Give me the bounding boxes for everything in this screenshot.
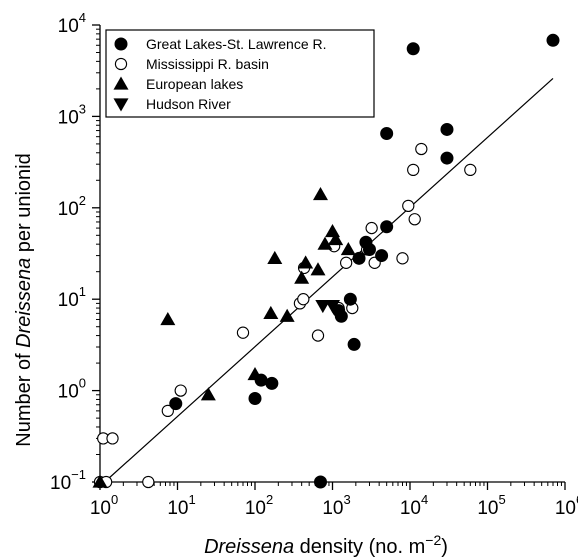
legend-marker (113, 98, 129, 112)
data-point (297, 293, 310, 306)
data-point (294, 270, 310, 284)
data-point (267, 250, 283, 264)
y-axis-title: Number of Dreissena per unionid (13, 153, 35, 447)
data-point (408, 213, 421, 226)
data-point (464, 163, 477, 177)
data-point (340, 241, 356, 256)
legend-label: Hudson River (146, 96, 231, 112)
data-point (310, 262, 326, 276)
x-tick-label: 103 (322, 492, 350, 519)
x-tick-label: 104 (400, 492, 428, 519)
data-points (92, 33, 560, 489)
data-point (92, 474, 108, 488)
data-point (236, 326, 250, 339)
data-point (200, 387, 216, 401)
legend-marker (113, 76, 129, 90)
data-point (263, 305, 279, 319)
y-tick-label: 101 (58, 284, 86, 311)
x-tick-label: 100 (90, 492, 118, 519)
data-point (161, 404, 174, 418)
legend-label: European lakes (146, 76, 243, 92)
legend-marker (114, 57, 128, 71)
data-point (396, 252, 409, 265)
data-point (313, 475, 327, 489)
regression-line (104, 78, 554, 483)
data-point (265, 376, 279, 390)
x-tick-label: 105 (477, 492, 505, 519)
data-point (546, 33, 560, 47)
x-tick-label: 102 (245, 492, 273, 519)
legend-marker (114, 37, 128, 51)
data-point (352, 251, 366, 265)
data-point (334, 309, 348, 323)
data-point (402, 199, 415, 213)
data-point (311, 329, 325, 342)
data-point (362, 242, 376, 256)
data-point (440, 122, 454, 136)
data-point (312, 186, 328, 201)
data-point (415, 142, 428, 156)
data-point (174, 384, 187, 397)
x-tick-label: 106 (555, 492, 578, 519)
x-axis-title: Dreissena density (no. m−2) (204, 532, 448, 558)
data-point (169, 397, 183, 411)
data-point (317, 236, 333, 250)
data-point (380, 220, 394, 234)
data-point (325, 300, 340, 314)
y-tick-label: 104 (58, 10, 86, 37)
y-tick-labels: 10−1 100 101 102 103 104 (50, 10, 86, 494)
y-tick-label: 102 (58, 193, 86, 220)
data-point (375, 249, 389, 263)
data-point (160, 311, 176, 326)
data-point (142, 475, 155, 489)
data-point (339, 256, 353, 269)
data-point (406, 42, 420, 56)
regression-line-group (104, 78, 554, 483)
legend-items: Great Lakes-St. Lawrence R. Mississippi R… (113, 36, 327, 112)
data-point (298, 255, 314, 269)
legend-label: Great Lakes-St. Lawrence R. (146, 36, 327, 52)
data-point (440, 151, 454, 165)
data-point (328, 231, 344, 246)
y-tick-label: 103 (58, 101, 86, 128)
axes (92, 24, 566, 490)
y-tick-label: 100 (58, 376, 86, 403)
legend: Great Lakes-St. Lawrence R. Mississippi R… (105, 29, 375, 118)
data-point (407, 163, 420, 177)
legend-box (105, 29, 375, 118)
y-tick-label: 10−1 (50, 467, 86, 494)
data-point (347, 337, 361, 351)
data-point (380, 126, 394, 140)
x-tick-labels: 100 101 102 103 104 105 106 (90, 492, 578, 519)
data-point (343, 292, 357, 306)
data-point (248, 391, 262, 405)
data-point (325, 224, 340, 238)
data-point (106, 432, 119, 445)
x-tick-label: 101 (167, 492, 195, 519)
legend-label: Mississippi R. basin (146, 56, 269, 72)
data-point (279, 308, 295, 322)
data-point (247, 367, 263, 381)
data-point (365, 221, 378, 235)
data-point (315, 300, 331, 314)
